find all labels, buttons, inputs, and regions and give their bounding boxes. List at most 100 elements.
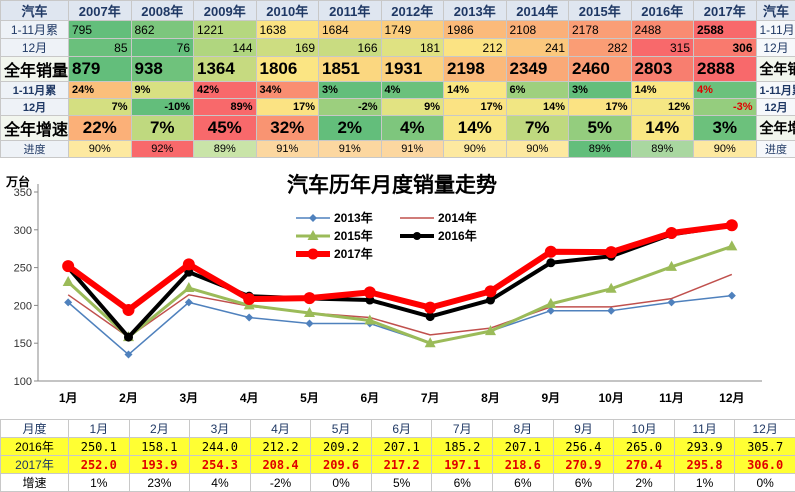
data-point	[726, 240, 737, 250]
table-cell: 89%	[631, 141, 694, 158]
table-cell: 3%	[569, 82, 632, 99]
legend-label: 2013年	[334, 210, 373, 225]
table-cell: 252.0	[69, 456, 130, 474]
table-cell: 4%	[381, 116, 444, 141]
table-cell: 212.2	[250, 438, 311, 456]
row-label-right: 1-11月累	[756, 82, 795, 99]
table-cell: 32%	[256, 116, 319, 141]
year-header: 2015年	[569, 1, 632, 21]
corner-label: 汽车	[1, 1, 69, 21]
table-cell: 14%	[631, 116, 694, 141]
table-cell: 181	[381, 39, 444, 57]
year-header: 2012年	[381, 1, 444, 21]
table-cell: 315	[631, 39, 694, 57]
y-tick-label: 200	[14, 300, 32, 312]
table-cell: 209.6	[311, 456, 372, 474]
table-cell: 306	[694, 39, 757, 57]
table-cell: 208.4	[250, 456, 311, 474]
x-tick-label: 3月	[179, 391, 198, 405]
table-cell: 6%	[506, 82, 569, 99]
table-cell: 2349	[506, 57, 569, 82]
table-cell: 90%	[69, 141, 132, 158]
table-cell: 14%	[631, 82, 694, 99]
y-tick-label: 150	[14, 338, 32, 350]
y-tick-label: 100	[14, 376, 32, 388]
table-cell: 45%	[194, 116, 257, 141]
row-label: 1-11月累	[1, 21, 69, 39]
row-label-right: 全年增速	[756, 116, 795, 141]
legend-label: 2015年	[334, 228, 373, 243]
table-cell: 1806	[256, 57, 319, 82]
table-cell: 91%	[256, 141, 319, 158]
x-tick-label: 6月	[360, 391, 379, 405]
table-cell: 89%	[569, 141, 632, 158]
right-corner-label: 汽车	[756, 1, 795, 21]
table-cell: 2888	[694, 57, 757, 82]
table-cell: -2%	[319, 99, 382, 116]
legend-marker	[413, 232, 421, 240]
table-cell: 17%	[256, 99, 319, 116]
month-header: 5月	[311, 420, 372, 438]
row-label: 1-11月累	[1, 82, 69, 99]
row-label-right: 1-11月累	[756, 21, 795, 39]
table-cell: 92%	[131, 141, 194, 158]
data-point	[666, 227, 678, 239]
x-tick-label: 1月	[59, 391, 78, 405]
table-cell: 270.4	[614, 456, 675, 474]
month-header: 8月	[493, 420, 554, 438]
table-cell: 22%	[69, 116, 132, 141]
row-label: 全年增速	[1, 116, 69, 141]
table-cell: 14%	[444, 116, 507, 141]
data-point	[364, 286, 376, 298]
table-cell: 7%	[506, 116, 569, 141]
month-header: 6月	[371, 420, 432, 438]
table-cell: 265.0	[614, 438, 675, 456]
data-point	[243, 293, 255, 305]
data-point	[183, 258, 195, 270]
table-cell: 197.1	[432, 456, 493, 474]
table-cell: 217.2	[371, 456, 432, 474]
table-cell: 1684	[319, 21, 382, 39]
table-cell: 2488	[631, 21, 694, 39]
table-cell: 7%	[69, 99, 132, 116]
table-cell: 218.6	[493, 456, 554, 474]
data-point	[546, 258, 555, 267]
table-cell: 185.2	[432, 438, 493, 456]
row-label-right: 进度	[756, 141, 795, 158]
table-cell: 250.1	[69, 438, 130, 456]
table-cell: 212	[444, 39, 507, 57]
table-cell: 12%	[631, 99, 694, 116]
table-cell: 305.7	[735, 438, 795, 456]
data-point	[124, 333, 133, 342]
table-cell: 254.3	[190, 456, 251, 474]
data-point	[306, 320, 314, 328]
legend-marker	[309, 214, 317, 222]
table-cell: 144	[194, 39, 257, 57]
data-point	[728, 292, 736, 300]
table-cell: -10%	[131, 99, 194, 116]
table-cell: 244.0	[190, 438, 251, 456]
table-cell: 9%	[381, 99, 444, 116]
table-cell: 1221	[194, 21, 257, 39]
table-cell: 2%	[319, 116, 382, 141]
month-header: 10月	[614, 420, 675, 438]
table-cell: 5%	[569, 116, 632, 141]
data-point	[63, 276, 74, 286]
table-cell: 17%	[444, 99, 507, 116]
table-cell: 193.9	[129, 456, 190, 474]
table-cell: 3%	[694, 116, 757, 141]
table-cell: 91%	[381, 141, 444, 158]
table-cell: 3%	[319, 82, 382, 99]
data-point	[123, 304, 135, 316]
table-cell: 2198	[444, 57, 507, 82]
